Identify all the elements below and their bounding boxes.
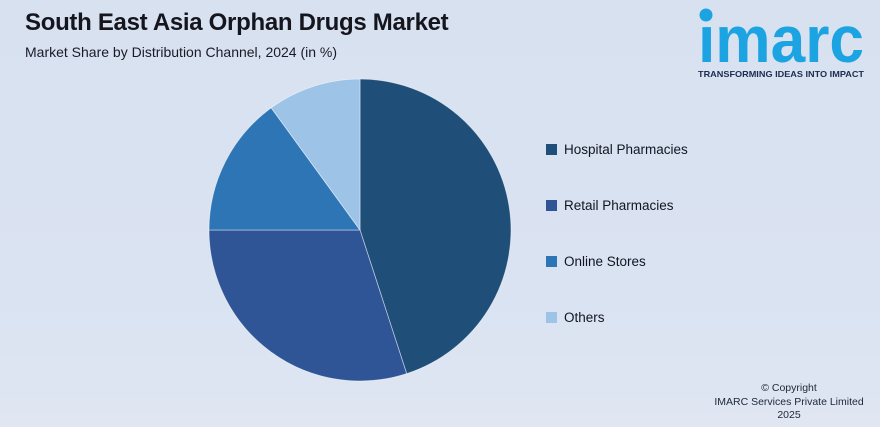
logo-tagline: TRANSFORMING IDEAS INTO IMPACT — [698, 69, 865, 79]
legend-label-retail-pharmacies: Retail Pharmacies — [564, 198, 674, 213]
copyright: © Copyright IMARC Services Private Limit… — [708, 382, 870, 423]
legend-swatch-online-stores — [546, 256, 557, 267]
legend-label-online-stores: Online Stores — [564, 254, 646, 269]
page-subtitle: Market Share by Distribution Channel, 20… — [25, 43, 338, 60]
logo-wordmark: ımarc — [698, 6, 864, 76]
legend-item-online-stores: Online Stores — [546, 251, 688, 272]
legend-item-hospital-pharmacies: Hospital Pharmacies — [546, 139, 688, 160]
imarc-logo: ımarc TRANSFORMING IDEAS INTO IMPACT — [696, 2, 868, 80]
pie-chart-graphic — [208, 78, 512, 382]
pie-slice-online-stores — [208, 107, 361, 231]
legend-label-hospital-pharmacies: Hospital Pharmacies — [564, 142, 688, 157]
legend: Hospital Pharmacies Retail Pharmacies On… — [546, 139, 688, 363]
legend-swatch-hospital-pharmacies — [546, 144, 557, 155]
copyright-line1: © Copyright — [761, 382, 817, 394]
legend-swatch-others — [546, 312, 557, 323]
imarc-logo-graphic: ımarc TRANSFORMING IDEAS INTO IMPACT — [698, 2, 865, 79]
legend-item-retail-pharmacies: Retail Pharmacies — [546, 195, 688, 216]
pie-slice-retail-pharmacies — [208, 229, 408, 382]
pie-chart — [208, 78, 512, 382]
pie-slice-hospital-pharmacies — [359, 78, 512, 375]
logo-i-dot-icon — [699, 8, 713, 22]
legend-swatch-retail-pharmacies — [546, 200, 557, 211]
legend-item-others: Others — [546, 307, 688, 328]
legend-label-others: Others — [564, 310, 605, 325]
copyright-line2: IMARC Services Private Limited 2025 — [714, 395, 864, 422]
page-title: South East Asia Orphan Drugs Market — [25, 9, 449, 36]
pie-slice-others — [270, 78, 361, 231]
chart-header: South East Asia Orphan Drugs Market Mark… — [25, 9, 449, 60]
